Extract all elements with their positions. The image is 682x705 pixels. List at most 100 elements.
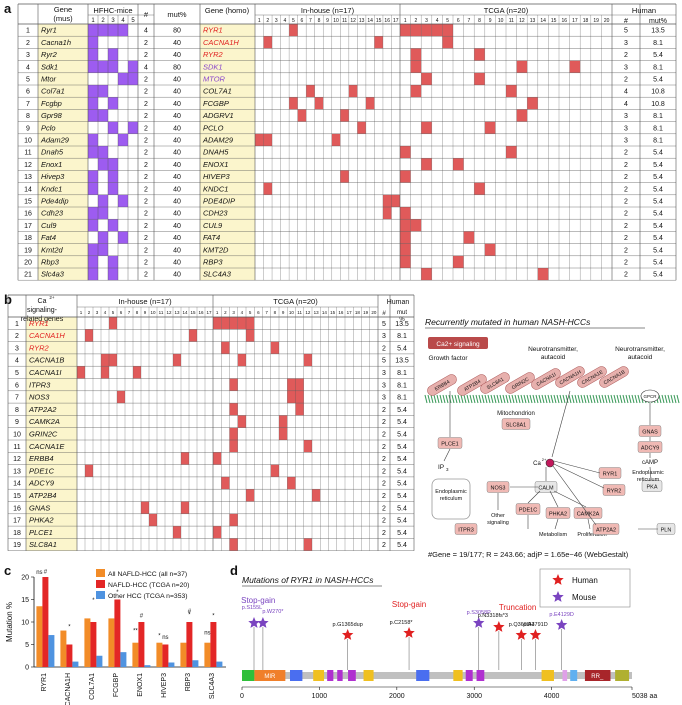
membrane-stripe bbox=[427, 394, 431, 404]
inhouse-mutation-cell bbox=[340, 109, 349, 122]
inhouse-col-number: 7 bbox=[309, 18, 312, 24]
row-index: 17 bbox=[13, 518, 21, 525]
mouse-mut-pct: 40 bbox=[173, 186, 181, 193]
protein-domain bbox=[289, 670, 303, 681]
gene-name: ITPR3 bbox=[29, 380, 51, 389]
tcga-col-number: 16 bbox=[338, 310, 344, 315]
membrane-stripe bbox=[439, 394, 443, 404]
row-index: 16 bbox=[24, 211, 32, 218]
human-gene-name: ADGRV1 bbox=[202, 111, 234, 120]
header-gene-homo: Gene (homo) bbox=[205, 6, 250, 15]
gene-name: CAMK2A bbox=[29, 417, 60, 426]
bar bbox=[216, 661, 223, 667]
membrane-stripe bbox=[559, 394, 563, 404]
inhouse-mutation-cell bbox=[391, 194, 401, 207]
human-mut-pct: 10.8 bbox=[651, 89, 665, 96]
human-count: 2 bbox=[382, 444, 386, 451]
tcga-mutation-cell bbox=[410, 60, 422, 73]
gene-name: GRIN2C bbox=[29, 429, 58, 438]
significance-mark: * bbox=[158, 634, 161, 640]
inhouse-col-number: 15 bbox=[190, 310, 196, 315]
human-mut-pct: 8.1 bbox=[653, 125, 663, 132]
tcga-mutation-cell bbox=[516, 109, 528, 122]
membrane-stripe bbox=[595, 394, 599, 404]
header-inhouse: In-house (n=17) bbox=[118, 297, 172, 306]
protein-domain bbox=[562, 670, 568, 681]
human-count: 2 bbox=[624, 235, 628, 242]
mouse-gene-name: Ryr1 bbox=[41, 26, 57, 35]
bar bbox=[114, 599, 121, 667]
tcga-col-number: 10 bbox=[289, 310, 295, 315]
pathway-node-shape bbox=[638, 425, 662, 437]
tcga-mutation-cell bbox=[537, 268, 549, 281]
mouse-mutation-cell bbox=[108, 182, 118, 195]
mouse-gene-name: Fat4 bbox=[41, 233, 56, 242]
human-count: 3 bbox=[624, 113, 628, 120]
mouse-gene-name: Mtor bbox=[41, 75, 57, 84]
inhouse-mutation-cell bbox=[382, 194, 392, 207]
human-mut-pct: 5.4 bbox=[397, 456, 407, 463]
pathway-node-shape bbox=[486, 481, 510, 493]
mouse-gene-name: Cacna1h bbox=[41, 38, 71, 47]
human-count: 2 bbox=[624, 223, 628, 230]
mitochondrion-label: Mitochondrion bbox=[497, 411, 535, 417]
mouse-mut-pct: 40 bbox=[173, 101, 181, 108]
mouse-mutation-cell bbox=[88, 48, 98, 61]
membrane-stripe bbox=[493, 394, 497, 404]
tcga-mutation-cell bbox=[400, 170, 411, 183]
proliferation-label: Proliferation bbox=[577, 532, 606, 538]
membrane-stripe bbox=[550, 394, 554, 404]
mouse-col-number: 5 bbox=[131, 18, 135, 24]
inhouse-col-number: 4 bbox=[104, 310, 107, 315]
pathway-node-shape bbox=[641, 480, 663, 492]
mouse-mutation-cell bbox=[88, 146, 98, 159]
inhouse-col-number: 16 bbox=[198, 310, 204, 315]
tcga-mutation-cell bbox=[474, 48, 485, 61]
mouse-mutation-cell bbox=[88, 268, 98, 281]
inhouse-mutation-cell bbox=[263, 133, 273, 146]
row-index: 8 bbox=[15, 407, 19, 414]
human-mut-pct: 5.4 bbox=[397, 481, 407, 488]
legend-mouse-star bbox=[552, 591, 564, 602]
mouse-gene-name: Cdh23 bbox=[41, 209, 64, 218]
tcga-col-number: 19 bbox=[593, 18, 599, 24]
tcga-mutation-cell bbox=[484, 243, 496, 256]
protein-domain bbox=[584, 670, 611, 681]
pathway-node-label: ATP2A2 bbox=[596, 527, 616, 533]
row-index: 11 bbox=[24, 150, 31, 157]
significance-mark: * bbox=[188, 613, 191, 619]
membrane-stripe bbox=[562, 394, 566, 404]
tcga-mutation-cell bbox=[213, 317, 222, 330]
panel-d-title: Mutations of RYR1 in NASH-HCCs bbox=[242, 575, 374, 585]
membrane-protein-shape bbox=[480, 372, 510, 394]
protein-domain bbox=[254, 670, 286, 681]
bar bbox=[72, 661, 79, 667]
membrane-stripe bbox=[676, 394, 680, 404]
er-left-label: Endoplasmic bbox=[435, 489, 467, 495]
header-tcga: TCGA (n=20) bbox=[273, 297, 318, 306]
legend-label: Other HCC (TCGA n=353) bbox=[108, 593, 188, 600]
aa-tick-label: 3000 bbox=[466, 693, 482, 700]
membrane-protein-shape bbox=[457, 374, 487, 396]
membrane-stripe bbox=[634, 394, 638, 404]
protein-domain bbox=[348, 670, 356, 681]
membrane-stripe bbox=[487, 394, 491, 404]
tcga-mutation-cell bbox=[312, 489, 321, 502]
inhouse-col-number: 11 bbox=[342, 18, 347, 24]
membrane-stripe bbox=[622, 394, 626, 404]
tcga-col-number: 4 bbox=[436, 18, 439, 24]
inhouse-mutation-cell bbox=[149, 513, 157, 527]
mouse-mut-pct: 80 bbox=[173, 28, 181, 35]
gene-name: SLC8A1 bbox=[29, 540, 57, 549]
header-human-count: # bbox=[382, 310, 386, 317]
inhouse-mutation-cell bbox=[297, 109, 307, 122]
human-count: 3 bbox=[382, 382, 386, 389]
gene-name: ADCY9 bbox=[28, 479, 55, 488]
inhouse-col-number: 5 bbox=[292, 18, 295, 24]
mouse-count: 2 bbox=[144, 138, 148, 145]
membrane-stripe bbox=[598, 394, 602, 404]
membrane-stripe bbox=[496, 394, 500, 404]
tcga-mutation-cell bbox=[421, 24, 432, 37]
panel-d-lollipop: Mutations of RYR1 in NASH-HCCs Human Mouse… bbox=[240, 568, 657, 700]
